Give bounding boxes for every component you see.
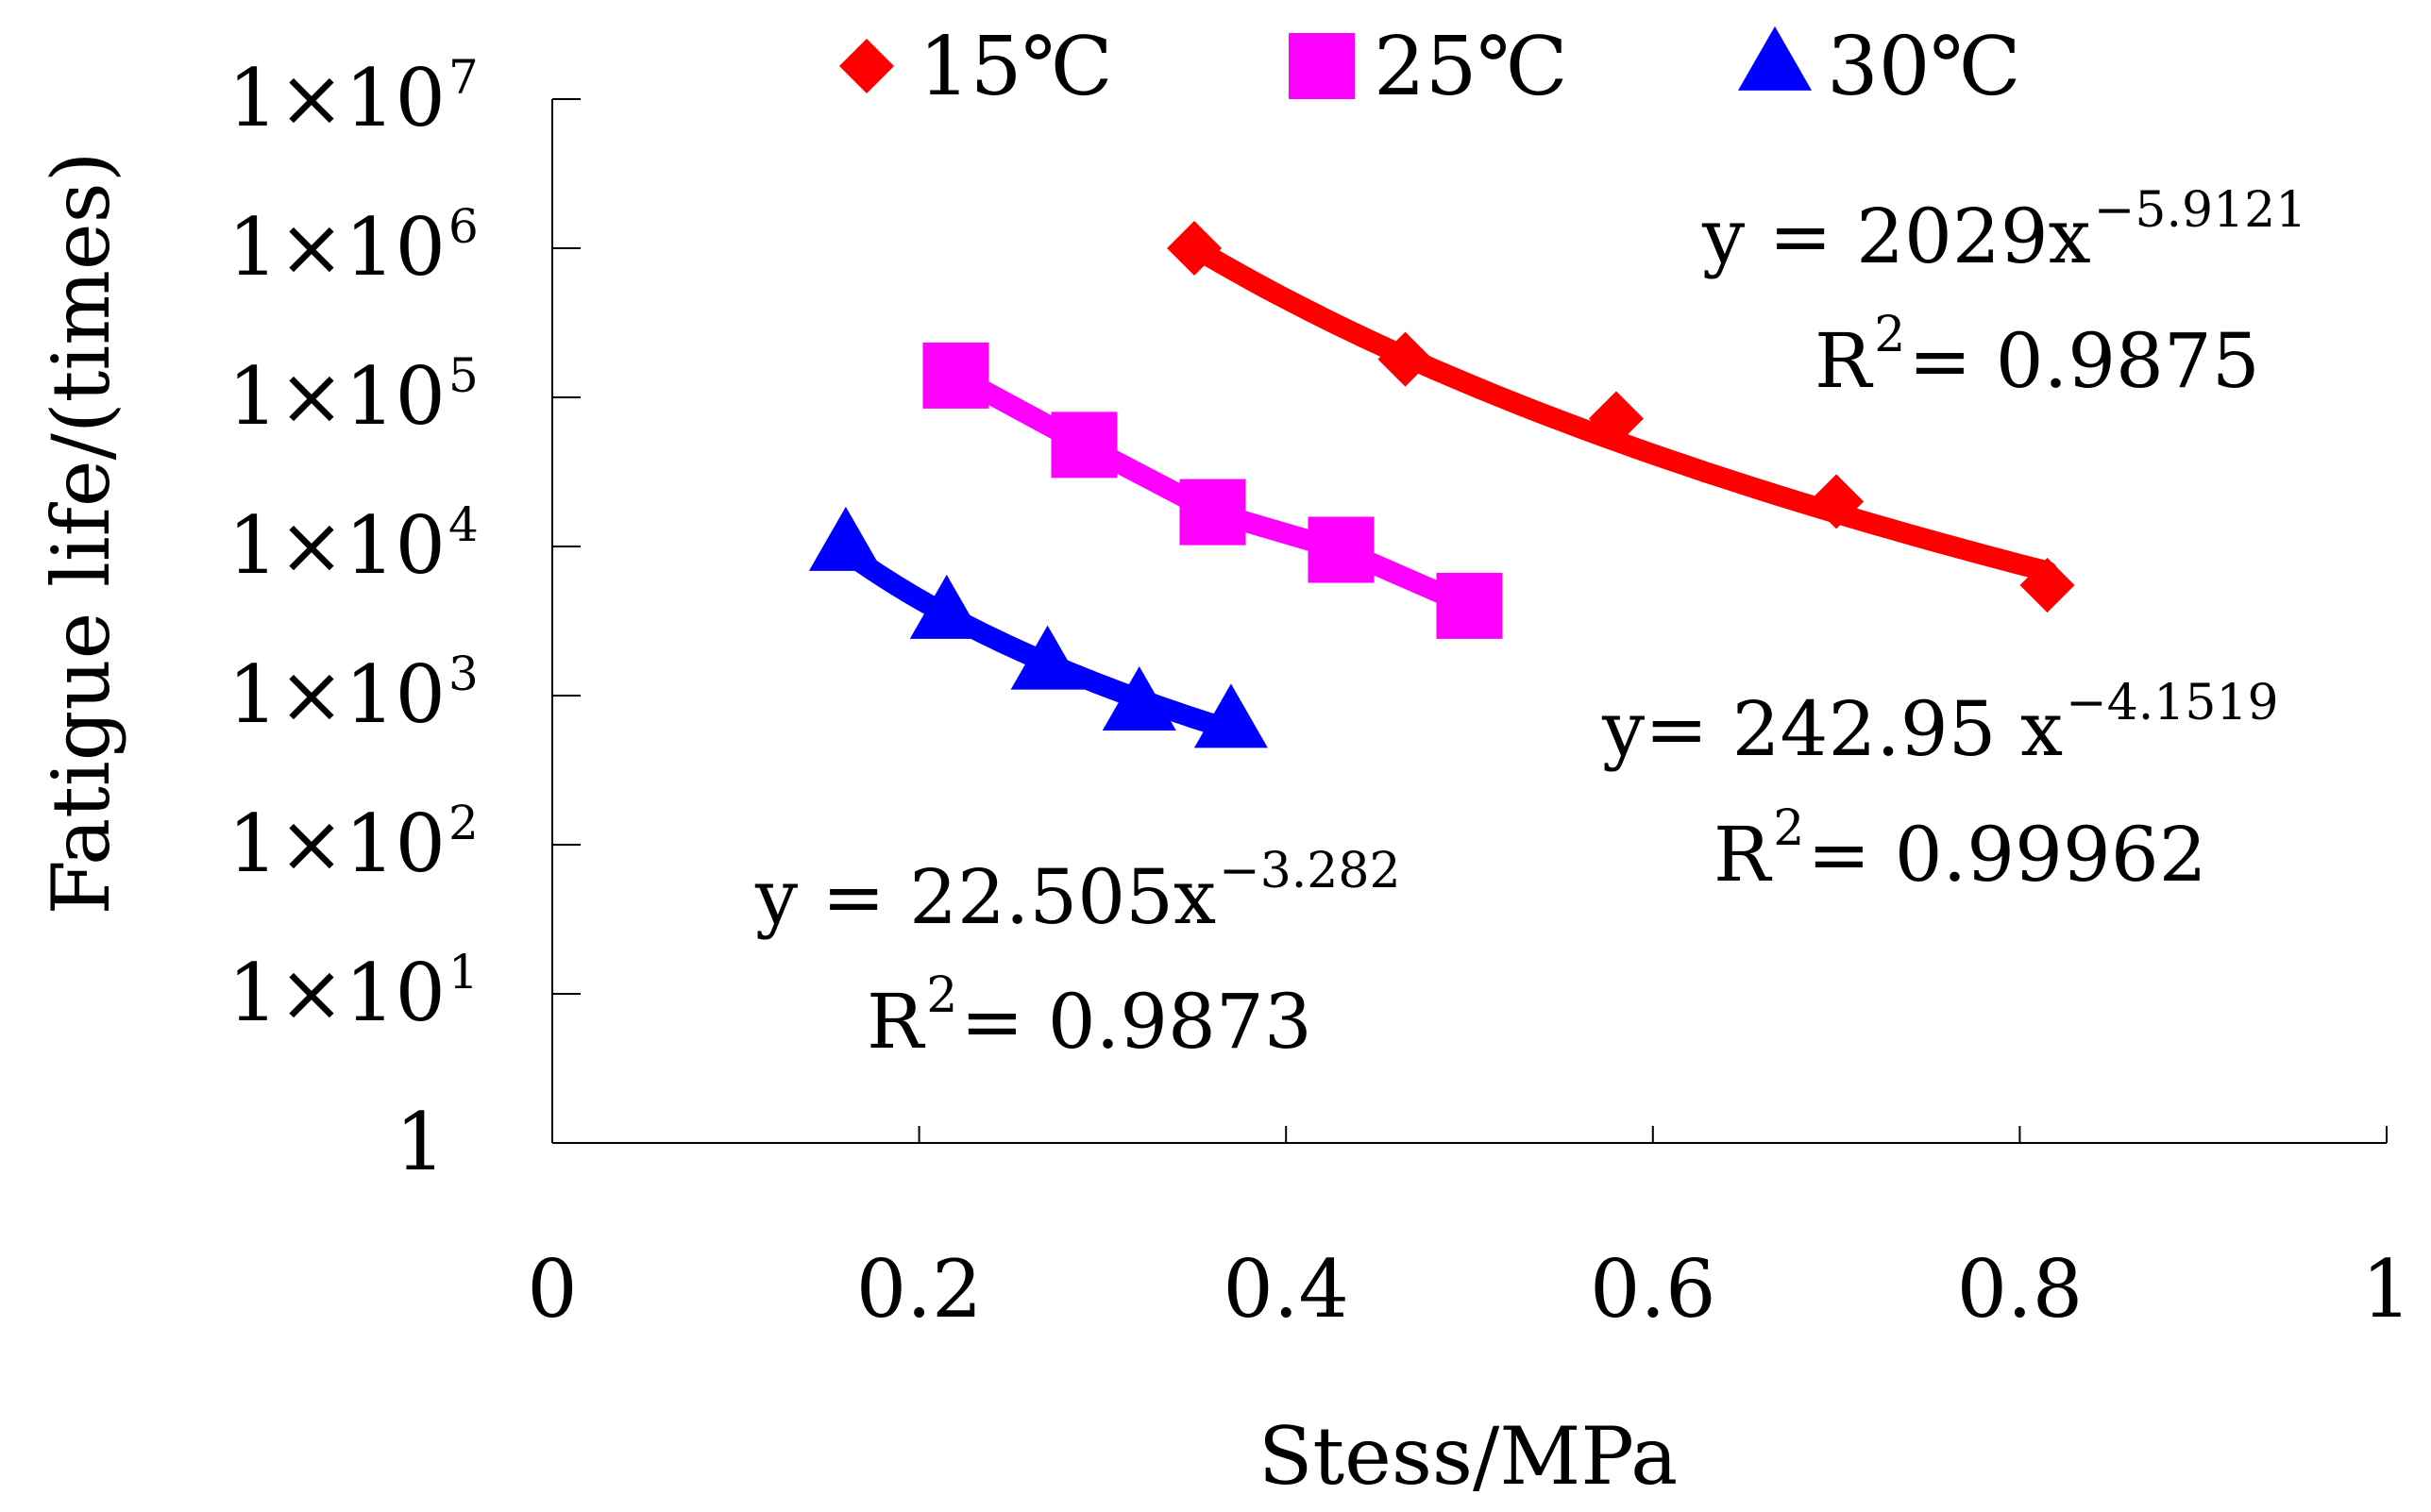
series-0-point-1 — [1377, 331, 1433, 387]
x-axis-title: Stess/MPa — [1258, 1410, 1678, 1503]
legend-marker-0 — [839, 39, 894, 93]
series-0-point-2 — [1588, 391, 1644, 446]
series-2-point-2 — [1010, 625, 1085, 690]
equation-label-2: y = 22.505x — [754, 853, 1216, 941]
r-squared-label-0: R — [1815, 317, 1874, 405]
legend-marker-1 — [1289, 33, 1355, 99]
y-ticks: 11×10 11×10 21×10 31×10 41×10 51×10 61×10 7 — [228, 50, 581, 1188]
y-tick-exponent-2: 2 — [448, 796, 479, 850]
r-squared-value-1: = 0.99962 — [1807, 811, 2206, 899]
series-0-point-4 — [2019, 558, 2075, 613]
r-squared-label-2: R — [867, 978, 926, 1066]
markers — [808, 221, 2075, 748]
axes — [551, 99, 2387, 1144]
series-2-point-0 — [808, 506, 883, 571]
series-1-point-4 — [1436, 572, 1503, 639]
series-1-point-3 — [1308, 516, 1375, 583]
x-ticks: 0 0.2 0.4 0.6 0.8 1 — [527, 1126, 2412, 1336]
y-tick-exponent-3: 3 — [448, 647, 479, 701]
r-squared-value-2: = 0.9873 — [960, 978, 1311, 1066]
x-tick-label-5: 1 — [2361, 1243, 2411, 1336]
equation-exponent-1: −4.1519 — [2066, 675, 2279, 731]
r-squared-label-1: R — [1714, 811, 1773, 899]
legend-marker-2 — [1738, 25, 1812, 91]
series-2-point-4 — [1193, 683, 1268, 748]
r-squared-exponent-0: 2 — [1874, 307, 1905, 363]
y-tick-label-6: 1×10 — [228, 201, 446, 294]
y-tick-label-0: 1 — [396, 1096, 446, 1188]
y-tick-label-2: 1×10 — [228, 798, 446, 890]
x-tick-label-4: 0.8 — [1957, 1243, 2084, 1336]
r-squared-exponent-2: 2 — [926, 967, 957, 1024]
legend-label-1: 25℃ — [1374, 20, 1568, 114]
x-tick-label-1: 0.2 — [856, 1243, 983, 1336]
r-squared-value-0: = 0.9875 — [1908, 317, 2259, 405]
r-squared-exponent-1: 2 — [1773, 800, 1804, 857]
series-1-point-2 — [1179, 479, 1246, 546]
y-tick-label-1: 1×10 — [228, 947, 446, 1039]
equation-label-1: y= 242.95 x — [1601, 685, 2063, 773]
series-2-point-1 — [909, 574, 984, 639]
series-0-point-0 — [1167, 221, 1223, 276]
y-tick-exponent-1: 1 — [448, 945, 479, 1000]
x-tick-label-3: 0.6 — [1590, 1243, 1716, 1336]
legend-label-2: 30℃ — [1827, 20, 2021, 114]
series-1-point-0 — [922, 342, 989, 409]
equation-label-0: y = 2029x — [1701, 193, 2091, 280]
y-tick-exponent-7: 7 — [448, 50, 479, 105]
series-0-point-3 — [1809, 474, 1865, 529]
x-tick-label-0: 0 — [527, 1243, 577, 1336]
y-tick-label-3: 1×10 — [228, 648, 446, 741]
y-axis-title: Fatigue life/(times) — [35, 151, 127, 915]
legend-label-0: 15℃ — [919, 20, 1113, 114]
series-1-point-1 — [1051, 412, 1118, 479]
y-tick-exponent-4: 4 — [448, 497, 479, 552]
y-tick-exponent-6: 6 — [448, 199, 479, 254]
y-tick-label-4: 1×10 — [228, 499, 446, 592]
y-tick-label-5: 1×10 — [228, 350, 446, 443]
legend: 15℃ 25℃ 30℃ — [839, 20, 2021, 114]
y-tick-exponent-5: 5 — [448, 348, 479, 403]
series-line-0 — [1184, 237, 2058, 582]
series-2-point-3 — [1102, 665, 1176, 731]
series-line-2 — [835, 541, 1241, 741]
x-tick-label-2: 0.4 — [1223, 1243, 1349, 1336]
equation-exponent-2: −3.282 — [1219, 843, 1400, 899]
equation-exponent-0: −5.9121 — [2094, 182, 2307, 239]
y-tick-label-7: 1×10 — [228, 52, 446, 144]
